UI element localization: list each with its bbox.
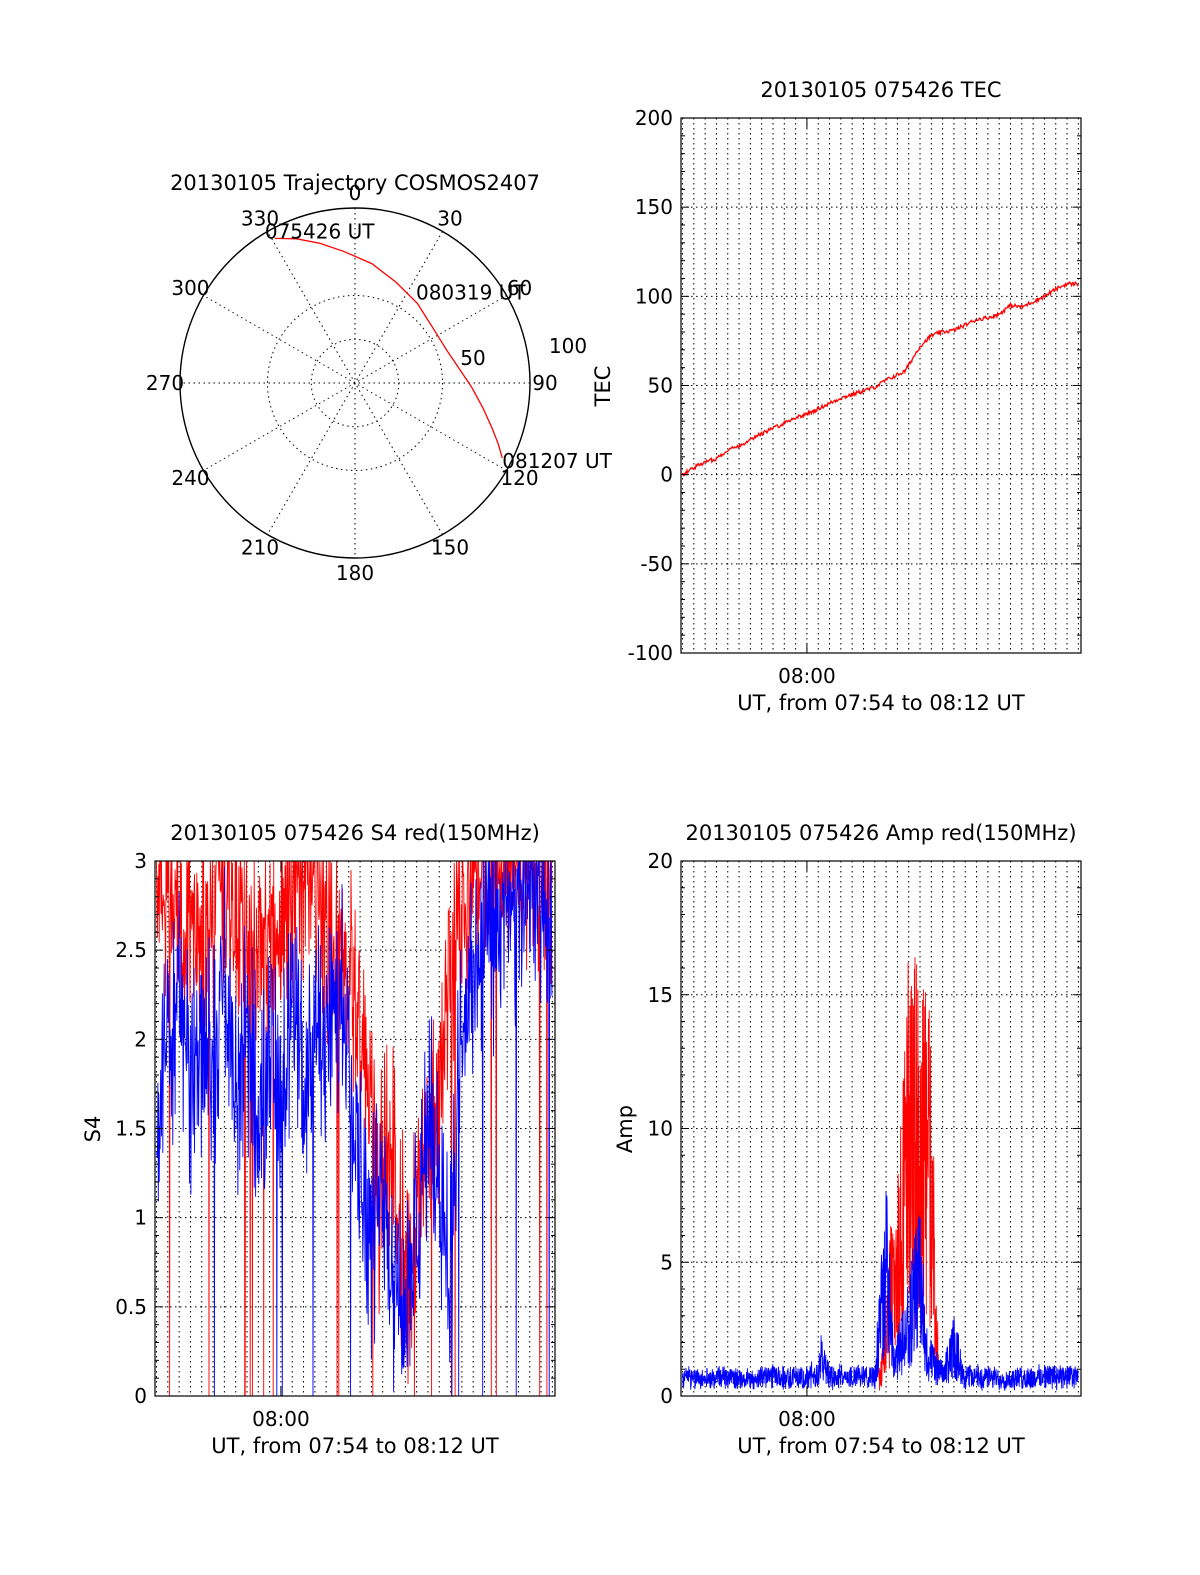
trajectory-labels: 0 30 60 90 120 150 180 210 240 270 300 330 50 100 [146,181,587,585]
s4-ytick-label: 0.5 [115,1295,147,1319]
trajectory-azimuth-label: 210 [241,536,279,560]
trajectory-azimuth-label: 0 [349,181,362,205]
s4-series-blue [156,860,553,1397]
tec-ytick-label: 200 [635,106,673,130]
amp-xlabel: UT, from 07:54 to 08:12 UT [737,1434,1025,1458]
s4-ytick-label: 1 [134,1206,147,1230]
s4-xtick-label: 08:00 [252,1407,310,1431]
s4-xlabel: UT, from 07:54 to 08:12 UT [211,1434,499,1458]
amp-panel: 20130105 075426 Amp red(150MHz) 0 5 10 15 20… [613,821,1082,1458]
amp-ylabel: Amp [613,1105,637,1153]
trajectory-grid-ring [267,295,443,471]
trajectory-grid-spoke [267,231,443,535]
amp-ytick-label: 20 [648,849,673,873]
s4-ytick-label: 0 [134,1384,147,1408]
trajectory-azimuth-label: 300 [171,276,209,300]
amp-ytick-label: 10 [648,1117,673,1141]
tec-ylabel: TEC [591,366,615,408]
trajectory-azimuth-label: 240 [171,466,209,490]
amp-title: 20130105 075426 Amp red(150MHz) [685,821,1076,845]
amp-ytick-label: 5 [660,1250,673,1274]
trajectory-azimuth-label: 180 [336,561,374,585]
amp-series-blue [682,1191,1079,1391]
tec-xtick-label: 08:00 [778,664,836,688]
tec-ytick-label: 50 [648,374,673,398]
trajectory-azimuth-label: 30 [437,206,462,230]
trajectory-time-annotation: 081207 UT [502,449,612,473]
trajectory-azimuth-label: 60 [507,276,532,300]
s4-ytick-label: 3 [134,849,147,873]
amp-xtick-label: 08:00 [778,1407,836,1431]
amp-series [682,957,1079,1391]
trajectory-azimuth-label: 90 [532,371,557,395]
trajectory-grid [180,208,530,558]
s4-panel: 20130105 075426 S4 red(150MHz) 0 0.5 1 1.5 2… [81,821,556,1458]
tec-ticks: -100 -50 0 50 100 150 200 08:00 [628,106,1081,688]
trajectory-title: 20130105 Trajectory COSMOS2407 [170,171,540,195]
trajectory-series [274,237,503,459]
tec-ytick-label: 100 [635,284,673,308]
s4-ytick-label: 2 [134,1027,147,1051]
tec-ytick-label: -100 [628,641,673,665]
trajectory-radial-label: 100 [549,334,587,358]
amp-ticks: 0 5 10 15 20 08:00 [648,849,1081,1431]
s4-title: 20130105 075426 S4 red(150MHz) [170,821,540,845]
tec-series [681,280,1079,477]
s4-series [156,859,553,1397]
s4-ticks: 0 0.5 1 1.5 2 2.5 3 08:00 [115,849,555,1431]
trajectory-panel: 20130105 Trajectory COSMOS2407 0 30 60 90 12… [146,171,613,585]
trajectory-time-annotation: 080319 UT [416,281,526,305]
tec-xlabel: UT, from 07:54 to 08:12 UT [737,691,1025,715]
trajectory-time-annotation: 075426 UT [265,219,375,243]
amp-ytick-label: 15 [648,983,673,1007]
s4-ytick-label: 1.5 [115,1117,147,1141]
tec-panel: 20130105 075426 TEC -100 -50 0 50 100 150 200 0… [591,78,1082,715]
s4-ylabel: S4 [81,1116,105,1143]
tec-series-red [681,280,1079,477]
trajectory-radial-label: 50 [460,346,485,370]
trajectory-azimuth-label: 330 [241,206,279,230]
tec-ytick-label: 0 [660,463,673,487]
s4-ytick-label: 2.5 [115,938,147,962]
trajectory-horizon-circle [179,207,531,559]
trajectory-annotations: 075426 UT 080319 UT 081207 UT [265,219,613,473]
tec-ytick-label: -50 [640,552,673,576]
amp-ytick-label: 0 [660,1384,673,1408]
trajectory-azimuth-label: 150 [431,536,469,560]
trajectory-series-line [274,237,503,459]
tec-ytick-label: 150 [635,195,673,219]
tec-title: 20130105 075426 TEC [760,78,1001,102]
trajectory-azimuth-label: 120 [500,466,538,490]
trajectory-azimuth-label: 270 [146,371,184,395]
